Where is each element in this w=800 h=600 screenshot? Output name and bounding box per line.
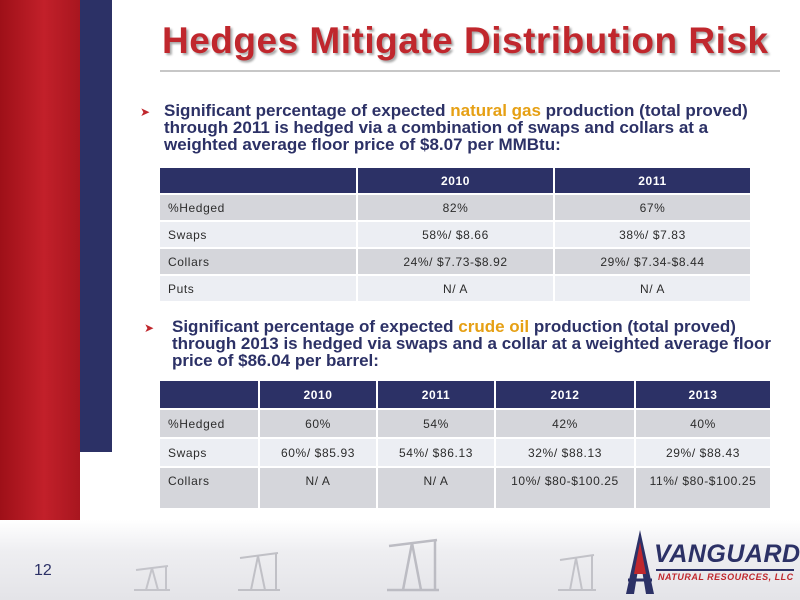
table-cell: 11%/ $80-$100.25 — [636, 468, 772, 510]
row-label: Puts — [160, 276, 358, 303]
oil-derrick-logo-icon — [626, 530, 654, 594]
row-label: %Hedged — [160, 410, 260, 439]
table-row: Puts N/ A N/ A — [160, 276, 752, 303]
table-header-row: 2010 2011 — [160, 168, 752, 195]
row-label: %Hedged — [160, 195, 358, 222]
title-underline — [160, 70, 780, 72]
table-row: Collars 24%/ $7.73-$8.92 29%/ $7.34-$8.4… — [160, 249, 752, 276]
logo-subtitle: NATURAL RESOURCES, LLC — [658, 572, 794, 582]
bullet-arrow-icon: ➤ — [144, 321, 155, 335]
oil-pumpjack-icon — [134, 565, 170, 591]
left-red-bar — [0, 0, 80, 538]
table-header-cell — [160, 381, 260, 410]
table-row: Swaps 60%/ $85.93 54%/ $86.13 32%/ $88.1… — [160, 439, 772, 468]
table-cell: 29%/ $88.43 — [636, 439, 772, 468]
table-row: Collars N/ A N/ A 10%/ $80-$100.25 11%/ … — [160, 468, 772, 510]
table-header-row: 2010 2011 2012 2013 — [160, 381, 772, 410]
oil-pumpjack-icon — [238, 552, 280, 591]
table-header-cell — [160, 168, 358, 195]
oil-hedge-table: 2010 2011 2012 2013 %Hedged 60% 54% 42% … — [160, 381, 772, 510]
gas-text-after: production (total proved) through 2011 i… — [164, 101, 748, 154]
table-row: %Hedged 60% 54% 42% 40% — [160, 410, 772, 439]
table-header-cell: 2013 — [636, 381, 772, 410]
table-row: %Hedged 82% 67% — [160, 195, 752, 222]
slide-title: Hedges Mitigate Distribution Risk — [162, 20, 769, 61]
table-header-cell: 2012 — [496, 381, 636, 410]
table-cell: 54%/ $86.13 — [378, 439, 496, 468]
table-cell: 60% — [260, 410, 378, 439]
table-header-cell: 2010 — [260, 381, 378, 410]
table-header-cell: 2011 — [378, 381, 496, 410]
table-cell: 67% — [555, 195, 752, 222]
oilfield-background-band — [0, 520, 800, 600]
table-header-cell: 2010 — [358, 168, 555, 195]
table-cell: 10%/ $80-$100.25 — [496, 468, 636, 510]
logo-name: VANGUARD — [654, 540, 800, 568]
table-cell: 58%/ $8.66 — [358, 222, 555, 249]
table-cell: N/ A — [378, 468, 496, 510]
oil-bullet-text: ➤ Significant percentage of expected crud… — [144, 317, 772, 370]
bullet-arrow-icon: ➤ — [140, 105, 151, 119]
gas-text-before: Significant percentage of expected — [164, 101, 451, 120]
oil-highlight: crude oil — [458, 317, 530, 336]
table-cell: N/ A — [555, 276, 752, 303]
table-row: Swaps 58%/ $8.66 38%/ $7.83 — [160, 222, 752, 249]
table-cell: 60%/ $85.93 — [260, 439, 378, 468]
table-cell: N/ A — [260, 468, 378, 510]
row-label: Collars — [160, 249, 358, 276]
table-cell: 82% — [358, 195, 555, 222]
oil-pumpjack-icon — [558, 554, 596, 591]
left-navy-bar — [80, 0, 112, 452]
row-label: Collars — [160, 468, 260, 510]
table-cell: N/ A — [358, 276, 555, 303]
oil-text-before: Significant percentage of expected — [172, 317, 459, 336]
table-header-cell: 2011 — [555, 168, 752, 195]
company-logo: VANGUARD NATURAL RESOURCES, LLC — [620, 528, 800, 596]
row-label: Swaps — [160, 222, 358, 249]
table-cell: 40% — [636, 410, 772, 439]
row-label: Swaps — [160, 439, 260, 468]
oil-text-after: production (total proved) through 2013 i… — [172, 317, 771, 370]
page-number: 12 — [34, 562, 52, 579]
oil-pumpjack-icon — [387, 538, 439, 592]
table-cell: 24%/ $7.73-$8.92 — [358, 249, 555, 276]
table-cell: 54% — [378, 410, 496, 439]
table-cell: 42% — [496, 410, 636, 439]
table-cell: 32%/ $88.13 — [496, 439, 636, 468]
gas-bullet-text: ➤ Significant percentage of expected natu… — [140, 101, 774, 154]
gas-highlight: natural gas — [450, 101, 541, 120]
logo-divider — [656, 569, 794, 571]
gas-hedge-table: 2010 2011 %Hedged 82% 67% Swaps 58%/ $8.… — [160, 168, 752, 303]
table-cell: 29%/ $7.34-$8.44 — [555, 249, 752, 276]
table-cell: 38%/ $7.83 — [555, 222, 752, 249]
